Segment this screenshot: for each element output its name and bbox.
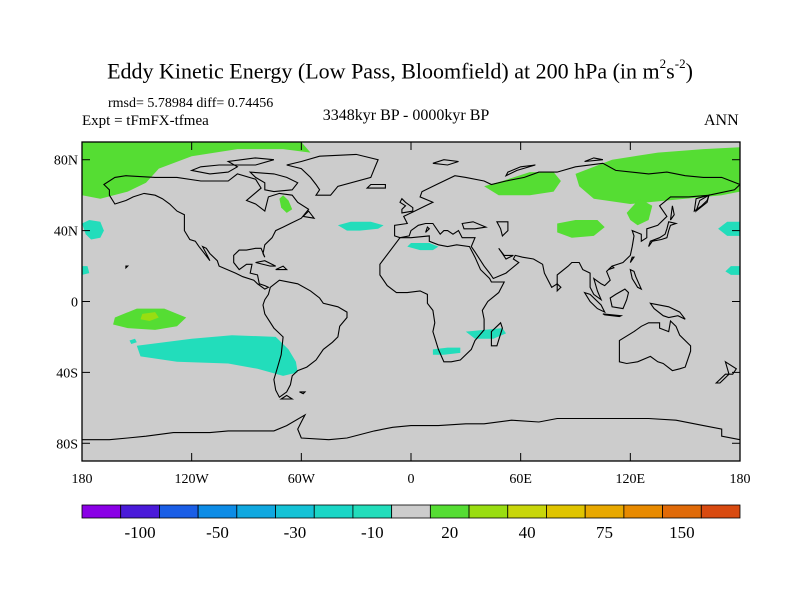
colorbar-box	[236, 504, 276, 519]
coastline-tierra-del-fuego	[279, 394, 295, 400]
coastline-hainan	[608, 265, 615, 271]
colorbar-box	[391, 504, 431, 519]
colorbar-box	[700, 504, 741, 519]
region-north-atlantic-west	[82, 220, 104, 240]
coastline-newfoundland	[302, 210, 316, 219]
region-korea-japan	[626, 198, 653, 226]
experiment-label: Expt = tFmFX-tfmea	[82, 113, 209, 129]
colorbar-label: 150	[669, 523, 695, 542]
coastline-taiwan	[629, 256, 636, 263]
colorbar-box	[120, 504, 160, 519]
colorbar-label: -100	[125, 523, 156, 542]
coastline-new-zealand	[714, 360, 738, 384]
coastline-north-america	[103, 173, 310, 290]
coastline-novaya-zemlya	[504, 164, 536, 177]
region-south-africa-se	[465, 328, 506, 339]
colorbar-box	[546, 504, 586, 519]
coastline-iceland	[365, 183, 386, 189]
coastline-greenland	[286, 153, 379, 196]
coastline-australia	[618, 319, 692, 372]
colorbar-box	[313, 504, 354, 519]
coastline-europe-asia	[394, 162, 740, 302]
region-southern-ocean	[136, 335, 298, 376]
region-central-asia	[557, 220, 605, 238]
y-tick-label: 40S	[56, 366, 78, 381]
y-tick-label: 0	[71, 296, 78, 311]
coastline-arctic-isles	[189, 157, 275, 175]
coastline-severnaya	[584, 157, 604, 163]
colorbar-box	[507, 504, 547, 519]
colorbar-box	[662, 504, 702, 519]
coastline-svalbard	[432, 159, 459, 166]
coastline-philippines	[629, 268, 643, 291]
x-tick-label: 180	[72, 472, 93, 487]
coastline-mediterranean-isle	[425, 226, 431, 233]
coastline-black-sea	[461, 221, 488, 230]
colorbar-box	[275, 504, 315, 519]
coastline-africa	[379, 235, 506, 363]
region-siberia-west	[484, 172, 561, 196]
colorbar-box	[81, 504, 122, 519]
coastline-borneo	[609, 288, 630, 310]
region-south-pacific-core	[140, 312, 159, 321]
y-tick-label: 40N	[54, 225, 78, 240]
x-tick-label: 180	[730, 472, 751, 487]
colorbar-box	[159, 504, 199, 519]
coastline-sakhalin	[669, 205, 675, 221]
colorbar-label: -50	[206, 523, 229, 542]
region-pacific-west-small	[82, 266, 90, 275]
coastline-hawaii	[125, 265, 130, 270]
colorbar-label: -30	[284, 523, 307, 542]
coastline-hispaniola	[275, 265, 289, 271]
colorbar-label: 20	[441, 523, 458, 542]
coastline-new-guinea	[649, 302, 686, 320]
y-tick-label: 80N	[54, 154, 78, 169]
colorbar-box	[468, 504, 509, 519]
region-siberia-east	[575, 147, 740, 204]
colorbar-label: -10	[361, 523, 384, 542]
coastline-java	[602, 313, 624, 318]
coastline-sumatra	[583, 291, 606, 314]
x-tick-label: 120W	[175, 472, 210, 487]
region-pacific-east-small	[725, 266, 740, 275]
coastline-cuba	[255, 260, 276, 267]
x-tick-label: 0	[408, 472, 415, 487]
region-pacific-east-band	[718, 221, 740, 236]
x-tick-label: 60W	[288, 472, 316, 487]
coastline-antarctica	[82, 413, 740, 441]
colorbar-box	[197, 504, 238, 519]
y-tick-label: 80S	[56, 437, 78, 452]
coastline-arabia-gulf	[498, 247, 514, 260]
chart-title: Eddy Kinetic Energy (Low Pass, Bloomfiel…	[107, 56, 693, 84]
colorbar-box	[352, 504, 393, 519]
coastline-baffin	[248, 171, 299, 193]
period-label: 3348kyr BP - 0000kyr BP	[322, 107, 490, 124]
region-arctic-north-america	[82, 142, 311, 199]
season-label: ANN	[704, 112, 739, 129]
region-hudson-bay-patch	[279, 195, 293, 213]
x-tick-label: 120E	[616, 472, 646, 487]
colorbar-box	[584, 504, 625, 519]
colorbar-label: 40	[519, 523, 536, 542]
coastline-sri-lanka	[556, 282, 562, 293]
colorbar-label: 75	[596, 523, 613, 542]
coastline-uk	[399, 197, 414, 214]
coastline-madagascar	[490, 321, 503, 347]
region-north-atlantic-east	[337, 221, 384, 231]
coastline-south-america	[262, 279, 348, 399]
colorbar-box	[623, 504, 663, 519]
coastline-kamchatka	[694, 194, 710, 213]
stats-label: rmsd= 5.78984 diff= 0.74456	[108, 96, 274, 111]
coastline-caspian	[495, 221, 509, 237]
coastline-japan	[648, 221, 679, 247]
coastline-falklands	[299, 391, 307, 395]
colorbar-box	[429, 504, 470, 519]
x-tick-label: 60E	[509, 472, 532, 487]
region-south-pacific-dot	[129, 338, 137, 344]
region-north-africa	[407, 243, 439, 251]
